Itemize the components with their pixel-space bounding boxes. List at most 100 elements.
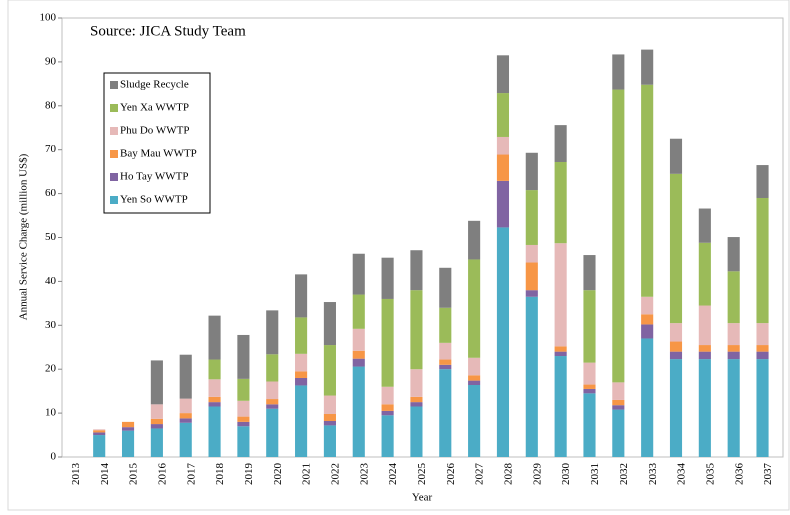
bar-segment [208,379,221,397]
y-tick-label: 40 [45,275,57,287]
x-tick-label: 2022 [330,463,342,485]
bar-segment [150,360,163,405]
legend-label: Yen Xa WWTP [120,102,189,114]
bar-segment [468,380,481,386]
bar-segment [583,290,596,363]
bar-segment [208,402,221,407]
bar-segment [496,154,510,181]
bar-segment [410,369,423,397]
x-tick-label: 2028 [503,463,515,486]
x-tick-label: 2018 [214,463,226,486]
y-tick-label: 80 [45,99,57,111]
bar-segment [179,398,192,414]
bar-segment [381,257,394,299]
legend-swatch [110,127,118,135]
bar-segment [468,385,481,457]
x-tick-label: 2021 [301,463,313,485]
legend-swatch [110,196,118,204]
bar-segment [323,345,336,396]
bar-segment [208,359,221,380]
bar-segment [525,290,538,297]
bar-segment [669,359,683,457]
x-tick-label: 2019 [243,463,255,486]
bar-segment [554,243,567,347]
bar-segment [554,356,567,457]
legend-box [103,72,211,214]
bar-segment [381,404,394,411]
x-tick-label: 2027 [474,463,486,486]
x-tick-label: 2031 [589,463,601,485]
bar-segment [496,55,510,94]
bar-segment [727,351,740,360]
bar-segment [612,89,625,383]
bar-segment [439,369,452,457]
bar-segment [525,244,538,263]
bar-segment [93,429,106,431]
bar-segment [727,345,740,352]
x-tick-label: 2029 [531,463,543,486]
bar-segment [352,350,365,359]
bar-segment [612,399,625,406]
x-tick-label: 2034 [676,463,688,486]
bar-segment [179,418,192,423]
bar-segment [381,298,394,387]
bar-segment [727,359,740,457]
bar-segment [179,422,192,457]
bar-segment [468,357,481,376]
bar-segment [266,399,279,405]
bar-segment [266,310,279,355]
x-tick-label: 2013 [70,463,82,486]
bar-segment [583,388,596,394]
bar-segment [150,424,163,429]
bar-segment [496,93,510,137]
bar-segment [727,323,740,346]
bar-segment [727,271,740,324]
bar-segment [583,384,596,389]
bar-segment [756,359,769,457]
bar-segment [641,338,654,457]
x-tick-label: 2017 [185,463,197,486]
bar-segment [583,255,596,291]
bar-segment [525,152,538,191]
bar-segment [208,315,221,360]
bar-segment [323,413,336,422]
legend-label: Phu Do WWTP [120,125,189,137]
bar-segment [208,406,221,457]
bar-segment [669,341,683,352]
bar-segment [439,307,452,343]
y-tick-label: 60 [45,187,57,199]
bar-segment [150,428,163,457]
x-tick-label: 2024 [387,463,399,486]
x-tick-label: 2033 [647,463,659,486]
legend-swatch [110,173,118,181]
legend-swatch [110,81,118,89]
bar-segment [179,413,192,419]
bar-segment [756,345,769,352]
bar-segment [554,346,567,352]
x-tick-label: 2015 [128,463,140,486]
bar-segment [93,430,106,433]
annotation: Source: JICA Study Team [90,23,246,39]
bar-segment [669,138,683,174]
bar-segment [410,402,423,407]
bar-segment [410,396,423,403]
bar-segment [698,242,711,306]
x-tick-label: 2014 [99,463,111,486]
bar-segment [237,334,250,379]
bar-segment [323,425,336,457]
bar-segment [756,323,769,346]
x-tick-label: 2036 [733,463,745,486]
bar-segment [121,421,135,428]
x-tick-label: 2023 [358,463,370,486]
bar-segment [756,351,769,360]
bar-segment [295,371,308,378]
bar-segment [698,351,711,360]
bar-segment [641,49,654,85]
bar-segment [410,250,423,291]
bar-segment [237,378,250,401]
bar-segment [150,404,163,419]
bar-segment [496,180,510,228]
bar-segment [641,314,654,325]
y-tick-label: 10 [45,407,57,419]
